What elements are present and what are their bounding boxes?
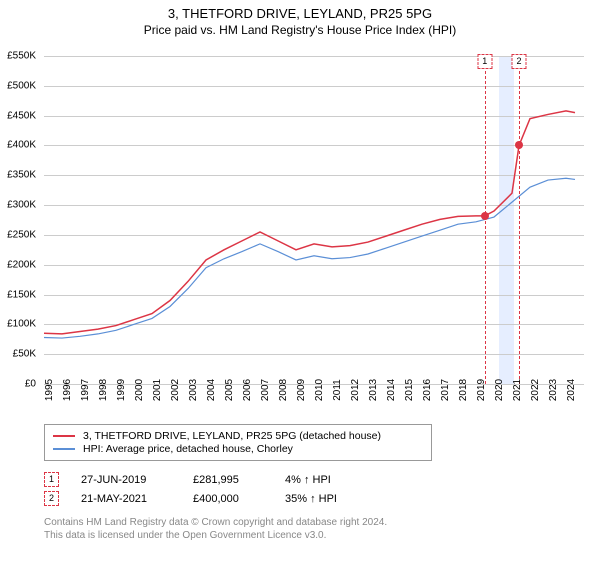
annotation-pct: 4% ↑ HPI — [285, 474, 365, 486]
legend-swatch — [53, 435, 75, 437]
x-axis: 1995199619971998199920002001200220032004… — [44, 384, 584, 422]
annotation-date: 21-MAY-2021 — [81, 493, 171, 505]
annotation-badge: 1 — [44, 472, 59, 487]
legend: 3, THETFORD DRIVE, LEYLAND, PR25 5PG (de… — [44, 424, 432, 461]
legend-row: 3, THETFORD DRIVE, LEYLAND, PR25 5PG (de… — [53, 430, 423, 442]
line-series — [44, 56, 584, 384]
annotation-price: £400,000 — [193, 493, 263, 505]
chart-area: 12 £0£50K£100K£150K£200K£250K£300K£350K£… — [44, 56, 584, 384]
y-axis: £0£50K£100K£150K£200K£250K£300K£350K£400… — [0, 56, 40, 384]
legend-text: HPI: Average price, detached house, Chor… — [83, 443, 293, 455]
annotation-badge: 2 — [44, 491, 59, 506]
annotation-date: 27-JUN-2019 — [81, 474, 171, 486]
legend-swatch — [53, 448, 75, 450]
legend-text: 3, THETFORD DRIVE, LEYLAND, PR25 5PG (de… — [83, 430, 381, 442]
annotation-row: 2 21-MAY-2021 £400,000 35% ↑ HPI — [44, 491, 365, 506]
footer-text: Contains HM Land Registry data © Crown c… — [44, 516, 387, 542]
annotation-row: 1 27-JUN-2019 £281,995 4% ↑ HPI — [44, 472, 365, 487]
annotations-table: 1 27-JUN-2019 £281,995 4% ↑ HPI 2 21-MAY… — [44, 468, 365, 510]
chart-title: 3, THETFORD DRIVE, LEYLAND, PR25 5PG — [0, 6, 600, 21]
footer-line: This data is licensed under the Open Gov… — [44, 529, 387, 542]
legend-row: HPI: Average price, detached house, Chor… — [53, 443, 423, 455]
annotation-price: £281,995 — [193, 474, 263, 486]
chart-subtitle: Price paid vs. HM Land Registry's House … — [0, 23, 600, 37]
footer-line: Contains HM Land Registry data © Crown c… — [44, 516, 387, 529]
annotation-pct: 35% ↑ HPI — [285, 493, 365, 505]
